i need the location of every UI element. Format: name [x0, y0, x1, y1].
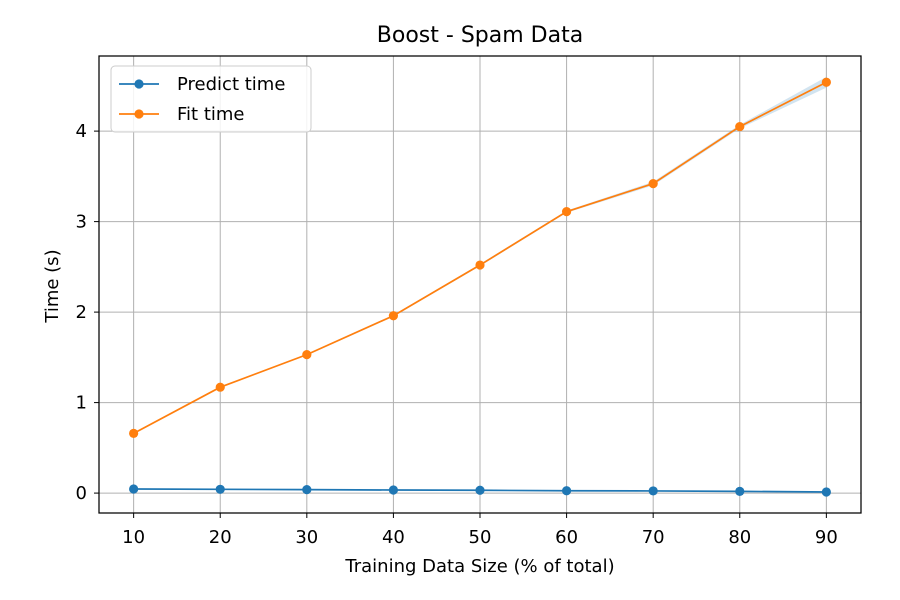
legend-label: Predict time	[177, 74, 285, 95]
legend: Predict time Fit time	[110, 65, 312, 133]
data-point	[735, 486, 745, 496]
y-tick-label: 1	[76, 393, 87, 414]
x-tick-label: 30	[295, 527, 318, 548]
x-tick-label: 80	[728, 527, 751, 548]
legend-label: Fit time	[177, 104, 245, 125]
x-tick-label: 90	[815, 527, 838, 548]
chart-title: Boost - Spam Data	[377, 23, 583, 48]
axis-ticks: 10 20 30 40 50 60 70 80 90 0 1 2 3 4	[76, 121, 838, 548]
data-point	[388, 485, 399, 495]
data-point	[129, 484, 139, 494]
data-point	[302, 485, 312, 495]
data-point	[388, 311, 399, 321]
data-point	[561, 207, 572, 217]
x-tick-label: 10	[122, 527, 145, 548]
series-lines	[129, 77, 831, 497]
y-tick-label: 4	[76, 121, 87, 142]
data-point	[475, 485, 485, 495]
data-point	[215, 382, 225, 392]
data-point	[821, 77, 831, 87]
x-tick-label: 70	[642, 527, 665, 548]
data-point	[129, 428, 139, 438]
y-tick-label: 2	[76, 302, 87, 323]
data-point	[475, 260, 485, 270]
legend-marker	[134, 79, 144, 89]
legend-box	[110, 65, 312, 133]
data-point	[648, 486, 658, 496]
x-axis-label: Training Data Size (% of total)	[344, 556, 614, 577]
x-tick-label: 40	[382, 527, 405, 548]
data-point	[648, 178, 658, 189]
y-tick-label: 3	[76, 212, 87, 233]
data-point	[302, 350, 312, 360]
legend-marker	[134, 109, 144, 119]
data-point	[561, 486, 572, 496]
x-tick-label: 60	[555, 527, 578, 548]
data-point	[821, 487, 831, 497]
data-point	[215, 484, 225, 494]
x-tick-label: 20	[209, 527, 232, 548]
y-axis-label: Time (s)	[42, 249, 63, 323]
y-tick-label: 0	[76, 483, 87, 504]
x-tick-label: 50	[469, 527, 492, 548]
data-point	[735, 121, 745, 132]
